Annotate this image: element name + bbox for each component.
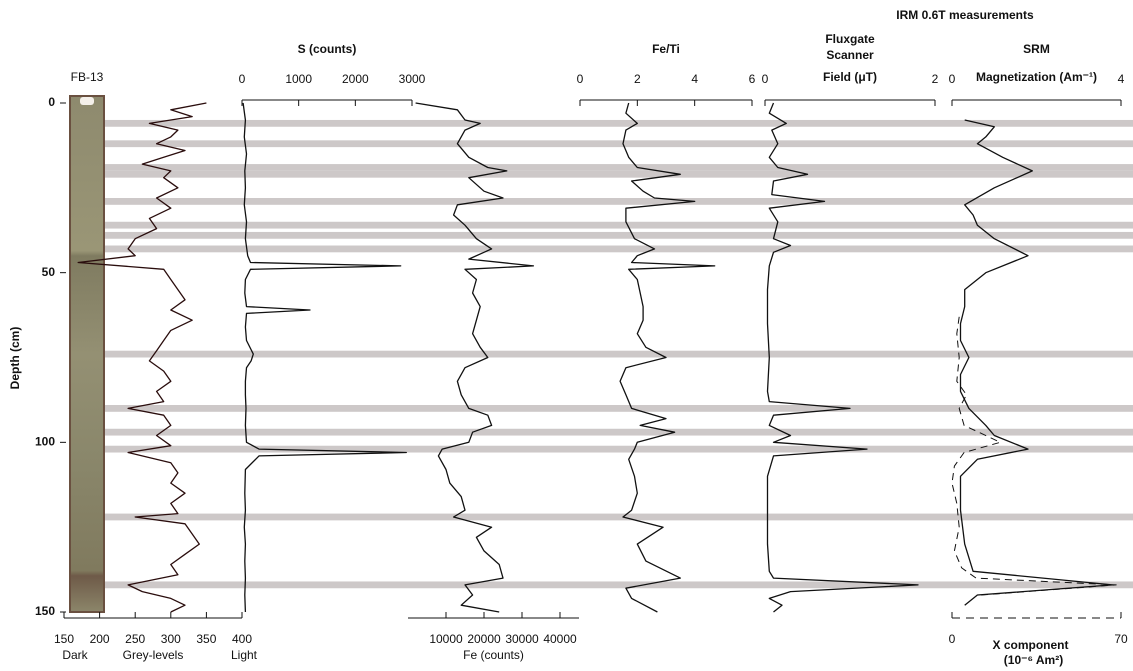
y-tick-label: 0 <box>48 95 55 109</box>
highlight-band <box>105 221 1133 229</box>
x-axis-end-label: Dark <box>62 648 88 662</box>
profile-line <box>619 102 716 613</box>
x-tick-label: 40000 <box>543 632 577 646</box>
core-image <box>69 95 105 613</box>
panel-title: Fluxgate <box>825 32 875 46</box>
y-tick-label: 50 <box>42 265 56 279</box>
highlight-band <box>105 405 1133 412</box>
highlight-band <box>105 513 1133 521</box>
x-axis-label: Field (μT) <box>823 70 877 84</box>
x-tick-label: 0 <box>949 72 956 86</box>
profile-line <box>951 316 1117 596</box>
panel-title: SRM <box>1023 42 1050 56</box>
x-tick-label: 4 <box>1118 72 1125 86</box>
highlight-band <box>105 170 1133 178</box>
panel-title: Fe/Ti <box>652 42 680 56</box>
highlight-band <box>105 198 1133 205</box>
y-tick-label: 100 <box>35 435 55 449</box>
core-label: FB-13 <box>71 70 104 84</box>
x2-axis-label: X component <box>992 638 1068 652</box>
x-tick-label: 300 <box>161 632 181 646</box>
highlight-band <box>105 164 1133 171</box>
profile-line <box>242 102 407 613</box>
x-tick-label: 70 <box>1114 632 1128 646</box>
x-axis-label: Grey-levels <box>123 648 184 662</box>
highlight-bands <box>105 119 1133 589</box>
x2-axis-unit: (10⁻⁶ Am²) <box>1004 653 1063 667</box>
profile-line <box>766 102 919 613</box>
highlight-band <box>105 140 1133 148</box>
x-tick-label: 0 <box>762 72 769 86</box>
x-tick-label: 2 <box>634 72 641 86</box>
x-axis-label: Magnetization (Am⁻¹) <box>976 70 1097 84</box>
x-axis-label: Fe (counts) <box>463 648 524 662</box>
highlight-band <box>105 119 1133 127</box>
highlight-band <box>105 445 1133 453</box>
profile-line <box>959 119 1114 606</box>
y-axis-label: Depth (cm) <box>8 327 22 390</box>
x-axis-end-label: Light <box>231 648 258 662</box>
x-tick-label: 2000 <box>342 72 369 86</box>
core-blemish <box>80 97 94 105</box>
x-tick-label: 30000 <box>505 632 539 646</box>
x-tick-label: 6 <box>749 72 756 86</box>
x-tick-label: 20000 <box>467 632 501 646</box>
x-tick-label: 400 <box>232 632 252 646</box>
highlight-band <box>105 350 1133 358</box>
x-tick-label: 250 <box>125 632 145 646</box>
x-tick-label: 150 <box>54 632 74 646</box>
x-tick-label: 350 <box>196 632 216 646</box>
x-tick-label: 3000 <box>399 72 426 86</box>
x-tick-label: 0 <box>577 72 584 86</box>
x-tick-label: 2 <box>932 72 939 86</box>
highlight-band <box>105 231 1133 239</box>
x-tick-label: 10000 <box>429 632 463 646</box>
x-tick-label: 200 <box>90 632 110 646</box>
x-tick-label: 0 <box>949 632 956 646</box>
figure-title: IRM 0.6T measurements <box>896 8 1034 22</box>
x-tick-label: 4 <box>691 72 698 86</box>
x-tick-label: 1000 <box>285 72 312 86</box>
highlight-band <box>105 581 1133 589</box>
profile-line <box>77 102 207 613</box>
profile-line <box>415 102 535 613</box>
panel-title: Scanner <box>826 48 874 62</box>
y-tick-label: 150 <box>35 604 55 618</box>
highlight-band <box>105 245 1133 253</box>
highlight-band <box>105 428 1133 436</box>
panel-title: S (counts) <box>298 42 357 56</box>
x-tick-label: 0 <box>239 72 246 86</box>
